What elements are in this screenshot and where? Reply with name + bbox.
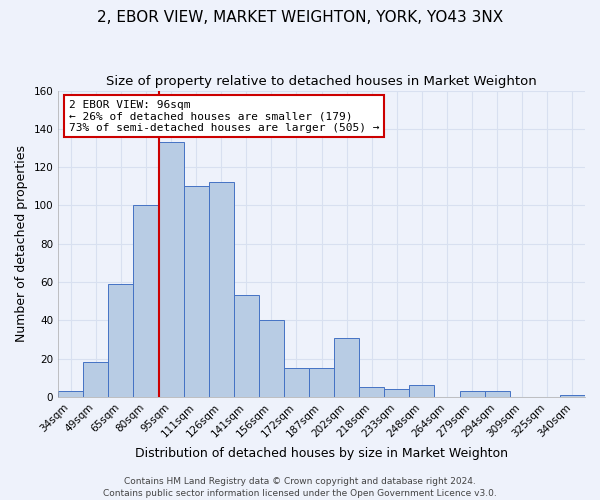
Title: Size of property relative to detached houses in Market Weighton: Size of property relative to detached ho… <box>106 75 537 88</box>
Bar <box>184 186 209 397</box>
Text: 2 EBOR VIEW: 96sqm
← 26% of detached houses are smaller (179)
73% of semi-detach: 2 EBOR VIEW: 96sqm ← 26% of detached hou… <box>69 100 379 133</box>
Bar <box>385 390 409 397</box>
Bar <box>133 206 158 397</box>
Bar <box>158 142 184 397</box>
Bar <box>109 284 133 397</box>
Bar <box>209 182 234 397</box>
Y-axis label: Number of detached properties: Number of detached properties <box>15 146 28 342</box>
Bar <box>83 362 109 397</box>
Text: Contains HM Land Registry data © Crown copyright and database right 2024.
Contai: Contains HM Land Registry data © Crown c… <box>103 476 497 498</box>
Bar <box>58 391 83 397</box>
Bar <box>334 338 359 397</box>
Bar <box>460 391 485 397</box>
Bar <box>409 386 434 397</box>
Bar <box>284 368 309 397</box>
Bar <box>359 388 385 397</box>
X-axis label: Distribution of detached houses by size in Market Weighton: Distribution of detached houses by size … <box>135 447 508 460</box>
Bar <box>560 395 585 397</box>
Text: 2, EBOR VIEW, MARKET WEIGHTON, YORK, YO43 3NX: 2, EBOR VIEW, MARKET WEIGHTON, YORK, YO4… <box>97 10 503 25</box>
Bar <box>309 368 334 397</box>
Bar <box>259 320 284 397</box>
Bar <box>485 391 510 397</box>
Bar <box>234 296 259 397</box>
